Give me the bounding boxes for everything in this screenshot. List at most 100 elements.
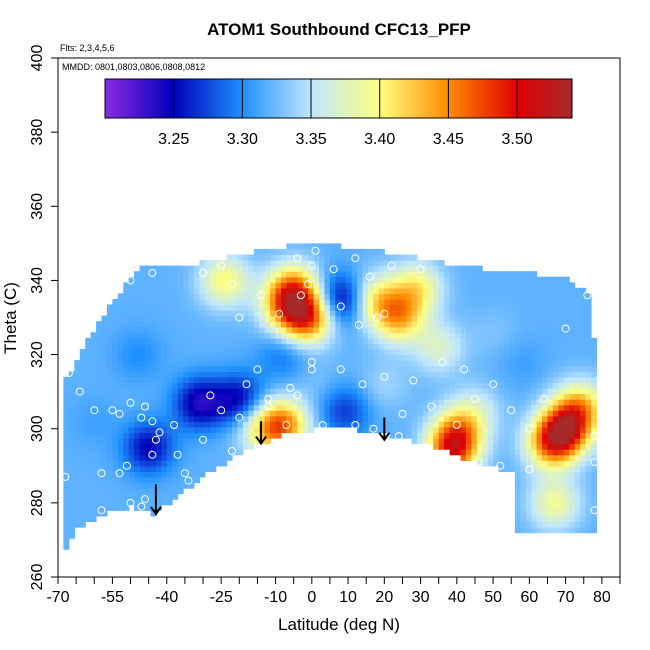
heat-cell bbox=[569, 488, 576, 495]
heat-cell bbox=[487, 454, 494, 461]
heat-cell bbox=[509, 360, 516, 367]
heat-cell bbox=[145, 476, 151, 484]
heat-cell bbox=[335, 276, 342, 283]
heat-cell bbox=[406, 282, 413, 289]
heat-cell bbox=[172, 438, 179, 445]
heat-cell bbox=[319, 260, 326, 267]
heat-cell bbox=[351, 248, 358, 256]
heat-cell bbox=[145, 299, 151, 306]
heat-cell bbox=[204, 426, 211, 434]
heat-cell bbox=[199, 454, 206, 461]
heat-cell bbox=[281, 310, 287, 317]
heat-cell bbox=[128, 488, 135, 495]
heat-cell bbox=[536, 488, 543, 495]
heat-cell bbox=[563, 460, 570, 467]
heat-cell bbox=[525, 499, 532, 506]
heat-cell bbox=[194, 271, 200, 278]
heat-cell bbox=[79, 354, 86, 361]
heat-cell bbox=[139, 415, 146, 422]
heat-cell bbox=[406, 410, 413, 417]
heat-cell bbox=[525, 271, 532, 278]
data-marker bbox=[61, 472, 70, 481]
heat-cell bbox=[139, 282, 146, 289]
heat-cell bbox=[123, 454, 130, 461]
heat-cell bbox=[281, 332, 287, 339]
heat-cell bbox=[221, 293, 228, 300]
heat-cell bbox=[536, 371, 543, 378]
heat-cell bbox=[346, 293, 353, 300]
heat-cell bbox=[106, 438, 113, 445]
heat-cell bbox=[373, 299, 380, 306]
heat-cell bbox=[253, 265, 260, 272]
heat-cell bbox=[313, 326, 320, 333]
heat-cell bbox=[476, 354, 483, 361]
heat-cell bbox=[520, 321, 527, 328]
heat-cell bbox=[389, 282, 396, 289]
heat-cell bbox=[253, 371, 260, 378]
heat-cell bbox=[324, 271, 331, 278]
heat-cell bbox=[525, 287, 532, 294]
heat-cell bbox=[134, 376, 141, 383]
heat-cell bbox=[427, 293, 434, 300]
heat-cell bbox=[558, 504, 565, 511]
heat-cell bbox=[346, 254, 353, 261]
heat-cell bbox=[248, 410, 255, 417]
heat-cell bbox=[476, 326, 483, 333]
heat-cell bbox=[96, 443, 103, 450]
heat-cell bbox=[514, 488, 521, 495]
heat-cell bbox=[242, 299, 249, 306]
heat-cell bbox=[460, 321, 467, 328]
heat-cell bbox=[547, 360, 554, 367]
heat-cell bbox=[145, 460, 151, 467]
heat-cell bbox=[79, 510, 86, 517]
heat-cell bbox=[585, 493, 592, 500]
heat-cell bbox=[525, 387, 532, 395]
heat-cell bbox=[520, 454, 527, 461]
heat-cell bbox=[531, 299, 538, 306]
heat-cell bbox=[411, 415, 418, 422]
heat-cell bbox=[509, 393, 516, 400]
heat-cell bbox=[215, 371, 222, 378]
heat-cell bbox=[221, 310, 228, 317]
heat-cell bbox=[123, 354, 130, 361]
heat-cell bbox=[438, 376, 445, 383]
heat-cell bbox=[531, 515, 538, 522]
heat-cell bbox=[346, 365, 353, 372]
heat-cell bbox=[63, 471, 70, 478]
heat-cell bbox=[482, 293, 489, 300]
heat-cell bbox=[319, 337, 326, 345]
heat-cell bbox=[123, 410, 130, 417]
heat-cell bbox=[384, 404, 391, 411]
heat-cell bbox=[438, 404, 445, 411]
heat-cell bbox=[161, 471, 168, 478]
heat-cell bbox=[514, 343, 521, 350]
heat-cell bbox=[90, 426, 97, 434]
heat-cell bbox=[574, 465, 581, 472]
heat-cell bbox=[558, 332, 565, 339]
heat-cell bbox=[351, 365, 358, 372]
heat-cell bbox=[101, 321, 108, 328]
heat-cell bbox=[509, 299, 516, 306]
heat-cell bbox=[215, 426, 222, 434]
heat-cell bbox=[145, 343, 151, 350]
heat-cell bbox=[346, 321, 353, 328]
heat-cell bbox=[264, 393, 271, 400]
heat-cell bbox=[509, 443, 516, 450]
heat-cell bbox=[101, 343, 108, 350]
heat-cell bbox=[422, 376, 429, 383]
heat-cell bbox=[433, 426, 440, 434]
heat-cell bbox=[242, 304, 249, 311]
heat-cell bbox=[85, 449, 92, 456]
heat-cell bbox=[319, 343, 326, 350]
heat-cell bbox=[286, 265, 293, 272]
heat-cell bbox=[329, 343, 336, 350]
heat-cell bbox=[531, 476, 538, 484]
heat-cell bbox=[194, 360, 200, 367]
heat-cell bbox=[433, 443, 440, 450]
heat-cell bbox=[291, 276, 298, 283]
heat-cell bbox=[498, 326, 505, 333]
heat-cell bbox=[498, 438, 505, 445]
heat-cell bbox=[172, 382, 179, 389]
data-marker bbox=[75, 387, 84, 396]
heat-cell bbox=[166, 371, 173, 378]
